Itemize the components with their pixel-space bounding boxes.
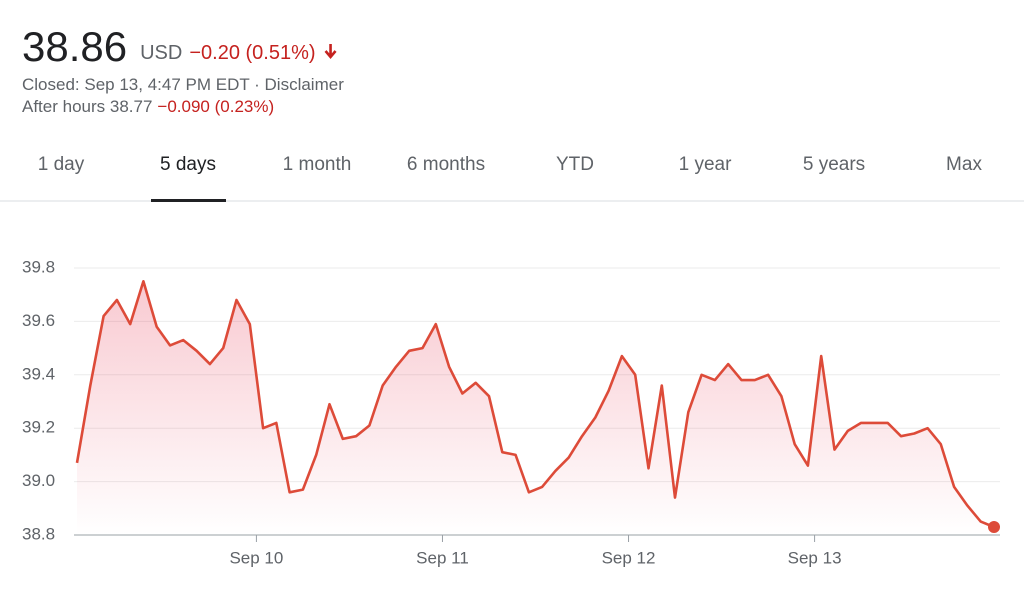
- tab[interactable]: 5 days: [160, 154, 216, 175]
- area-fill: [77, 281, 994, 535]
- tab[interactable]: 1 month: [283, 154, 352, 175]
- closed-info: Closed: Sep 13, 4:47 PM EDT · Disclaimer: [22, 75, 344, 94]
- tab[interactable]: 1 year: [679, 154, 732, 175]
- x-tick-label: Sep 11: [416, 548, 469, 567]
- price: 38.86: [22, 23, 127, 70]
- tab[interactable]: Max: [946, 154, 982, 175]
- last-point: [988, 520, 1000, 533]
- y-tick-label: 39.0: [22, 471, 55, 490]
- x-tick-label: Sep 10: [229, 548, 283, 567]
- y-tick-label: 38.8: [22, 524, 55, 543]
- x-tick-label: Sep 12: [602, 548, 656, 567]
- tab[interactable]: 1 day: [38, 154, 85, 175]
- tab[interactable]: YTD: [556, 154, 594, 175]
- down-arrow-icon: [324, 44, 337, 60]
- price-change: −0.20 (0.51%): [189, 42, 315, 64]
- chart: 38.8 39.0 39.2 39.4 39.6 39.8 Sep 10 Sep 11 Sep …: [22, 257, 1000, 567]
- tab[interactable]: 5 years: [803, 154, 865, 175]
- price-line: [75, 280, 995, 529]
- tab[interactable]: 6 months: [407, 154, 485, 175]
- y-tick-label: 39.6: [22, 311, 55, 330]
- after-hours: After hours 38.77: [22, 97, 152, 116]
- y-tick-label: 39.2: [22, 418, 55, 437]
- tab-bar: 1 day 5 days 1 month 6 months YTD 1 year 5 yea…: [38, 154, 982, 202]
- tab-underline: [151, 199, 226, 202]
- currency: USD: [140, 42, 182, 64]
- y-tick-label: 39.4: [22, 364, 55, 383]
- y-tick-label: 39.8: [22, 257, 55, 276]
- after-hours-change: −0.090 (0.23%): [157, 97, 274, 116]
- x-tick-label: Sep 13: [788, 548, 842, 567]
